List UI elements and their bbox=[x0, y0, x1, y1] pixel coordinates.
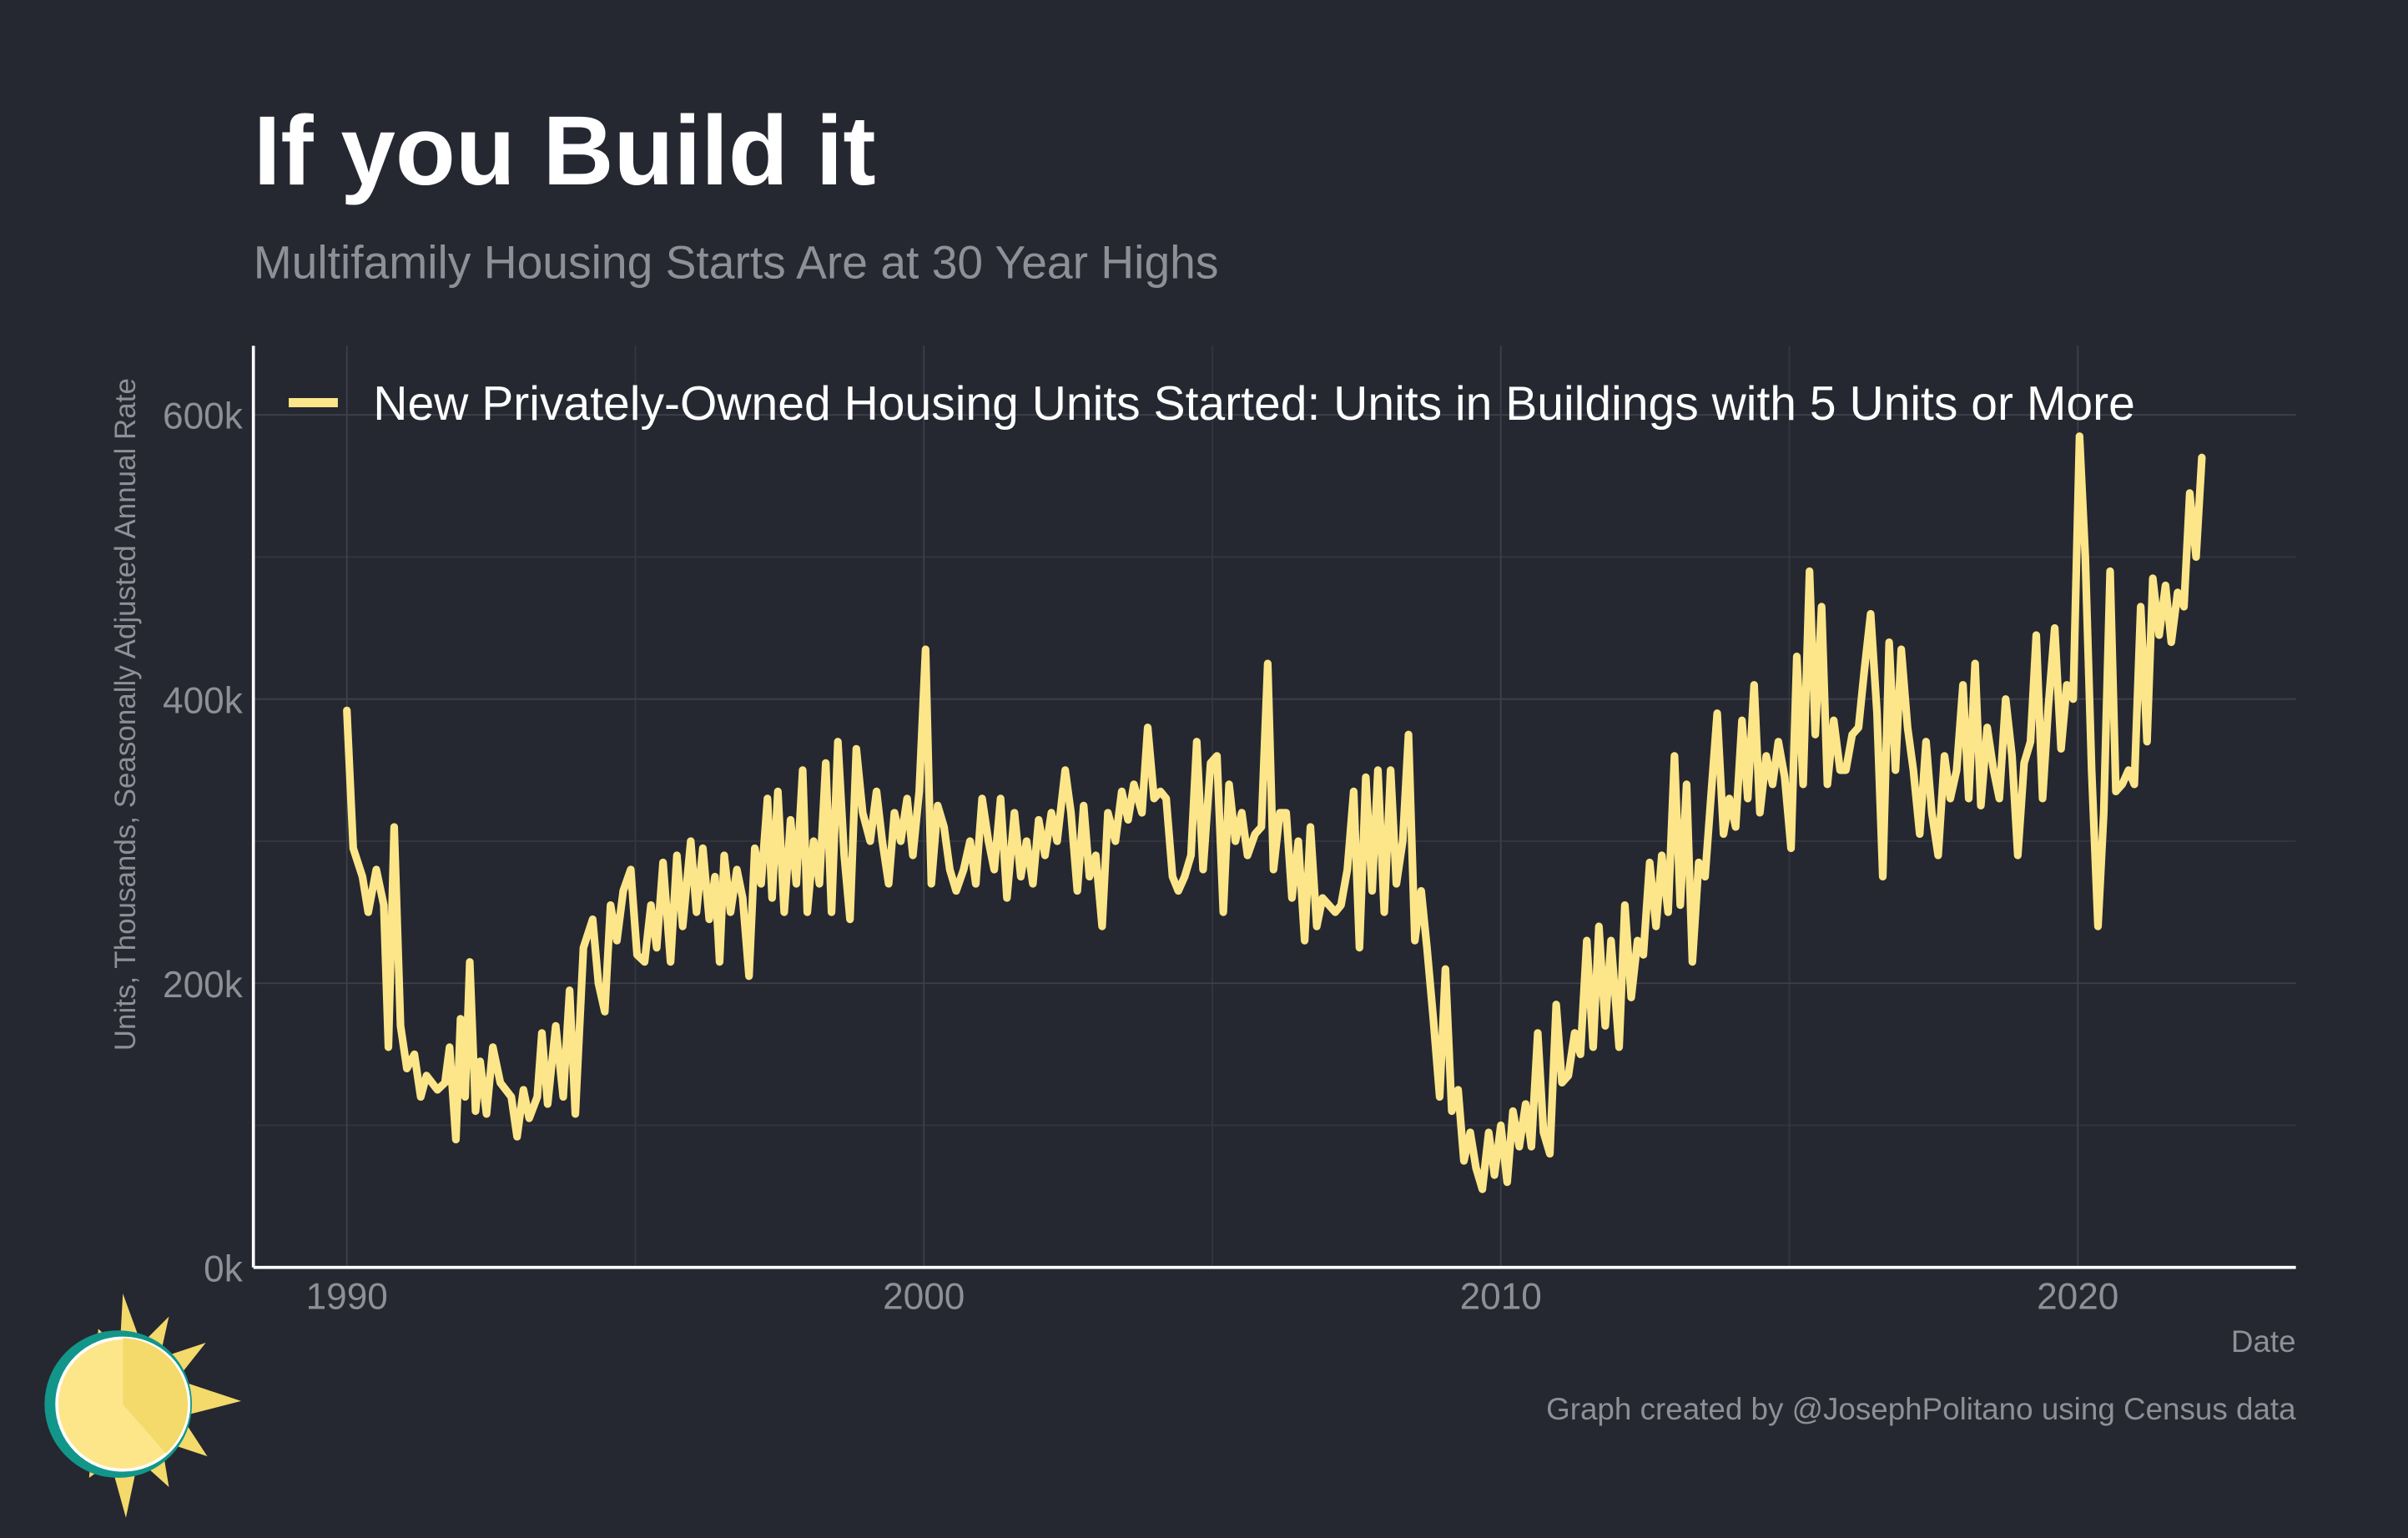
chart-subtitle: Multifamily Housing Starts Are at 30 Yea… bbox=[254, 236, 1219, 288]
y-tick-label: 400k bbox=[163, 680, 244, 721]
y-tick-label: 600k bbox=[163, 396, 244, 437]
x-axis-label: Date bbox=[2231, 1324, 2296, 1359]
y-axis-label: Units, Thousands, Seasonally Adjusted An… bbox=[109, 378, 142, 1051]
x-tick-label: 2010 bbox=[1460, 1276, 1542, 1317]
chart-title: If you Build it bbox=[254, 95, 876, 205]
y-tick-label: 200k bbox=[163, 965, 244, 1006]
data-line bbox=[343, 432, 2206, 1193]
legend-label: New Privately-Owned Housing Units Starte… bbox=[373, 377, 2135, 431]
x-tick-label: 2020 bbox=[2037, 1276, 2118, 1317]
logo bbox=[44, 1293, 241, 1518]
x-tick-label: 2000 bbox=[883, 1276, 965, 1317]
caption: Graph created by @JosephPolitano using C… bbox=[1546, 1392, 2296, 1426]
x-tick-label: 1990 bbox=[306, 1276, 388, 1317]
y-tick-label: 0k bbox=[204, 1248, 244, 1289]
